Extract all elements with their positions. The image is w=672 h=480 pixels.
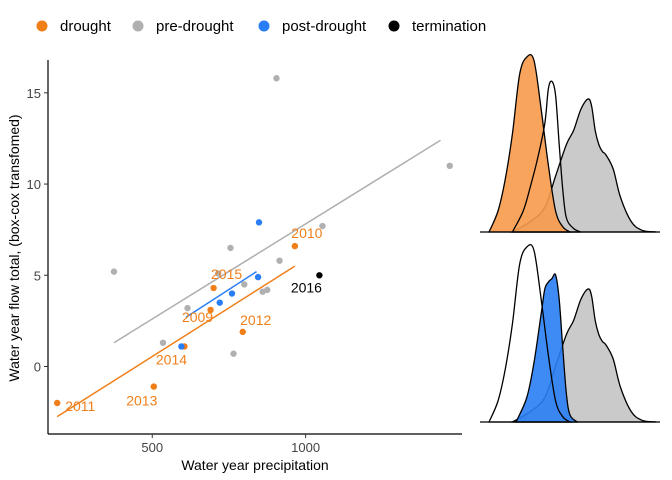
point-labels: 2011 2013 2014 2009 2015 2012 2010 2016 (65, 225, 322, 414)
point-drought (291, 242, 299, 250)
point-pre-drought (159, 339, 167, 346)
legend-label-post-drought: post-drought (282, 18, 367, 35)
y-tick-label: 15 (27, 86, 41, 101)
point-termination (316, 272, 323, 279)
x-tick-label: 500 (141, 440, 163, 455)
legend-label-pre-drought: pre-drought (156, 18, 234, 35)
point-pre-drought (230, 350, 237, 357)
axes: 0 5 10 15 500 1000 (27, 60, 462, 455)
density-drought (488, 53, 572, 233)
y-tick-label: 10 (27, 177, 41, 192)
legend-swatch-drought (36, 20, 48, 32)
density-termination (488, 243, 572, 423)
y-tick-label: 0 (34, 359, 41, 374)
point-post-drought (255, 219, 263, 226)
point-pre-drought (215, 270, 222, 277)
legend-swatch-termination (388, 20, 400, 32)
point-post-drought (216, 299, 223, 306)
legend-swatch-post-drought (258, 20, 270, 32)
point-pre-drought (264, 286, 271, 294)
legend-label-drought: drought (60, 18, 112, 35)
point-post-drought (178, 343, 185, 350)
point-pre-drought (184, 304, 191, 312)
point-pre-drought (241, 281, 248, 288)
fit-line-drought (56, 265, 296, 418)
point-pre-drought (273, 75, 280, 82)
point-drought (239, 328, 246, 336)
fit-line-post-drought (185, 270, 257, 318)
fit-line-pre-drought (113, 139, 441, 344)
legend-swatch-pre-drought (132, 20, 144, 32)
point-pre-drought (110, 268, 118, 275)
x-tick-label: 1000 (291, 440, 320, 455)
point-label-2014: 2014 (156, 351, 187, 367)
density-post-drought (515, 273, 579, 423)
point-label-2016: 2016 (291, 279, 322, 295)
point-label-2012: 2012 (240, 312, 271, 328)
point-drought (54, 399, 61, 407)
point-pre-drought (446, 162, 453, 170)
point-post-drought (228, 290, 236, 297)
y-tick-label: 5 (34, 268, 41, 283)
density-pre-drought (509, 98, 657, 233)
y-axis-label: Water year flow total, (box-cox transfom… (6, 114, 22, 381)
density-panel-top (480, 53, 660, 233)
point-label-2015: 2015 (211, 266, 242, 282)
point-pre-drought (319, 222, 326, 230)
legend-label-termination: termination (412, 18, 486, 35)
point-pre-drought (227, 244, 234, 252)
point-pre-drought (276, 257, 283, 264)
density-panel-bottom (480, 243, 660, 423)
point-post-drought (254, 273, 262, 281)
point-drought (207, 306, 214, 314)
density-termination (511, 80, 582, 233)
data-points (54, 75, 453, 407)
legend: drought pre-drought post-drought terminatio… (36, 18, 486, 35)
point-label-2010: 2010 (291, 225, 322, 241)
point-label-2013: 2013 (126, 393, 157, 409)
x-axis-label: Water year precipitation (181, 457, 328, 473)
point-label-2011: 2011 (65, 398, 95, 414)
fit-lines (56, 139, 441, 418)
scatter-panel: 2011 2013 2014 2009 2015 2012 2010 2016 0 5 10 15 5… (6, 60, 462, 473)
point-label-2009: 2009 (182, 309, 213, 325)
point-drought (150, 383, 157, 390)
point-drought (210, 284, 217, 292)
